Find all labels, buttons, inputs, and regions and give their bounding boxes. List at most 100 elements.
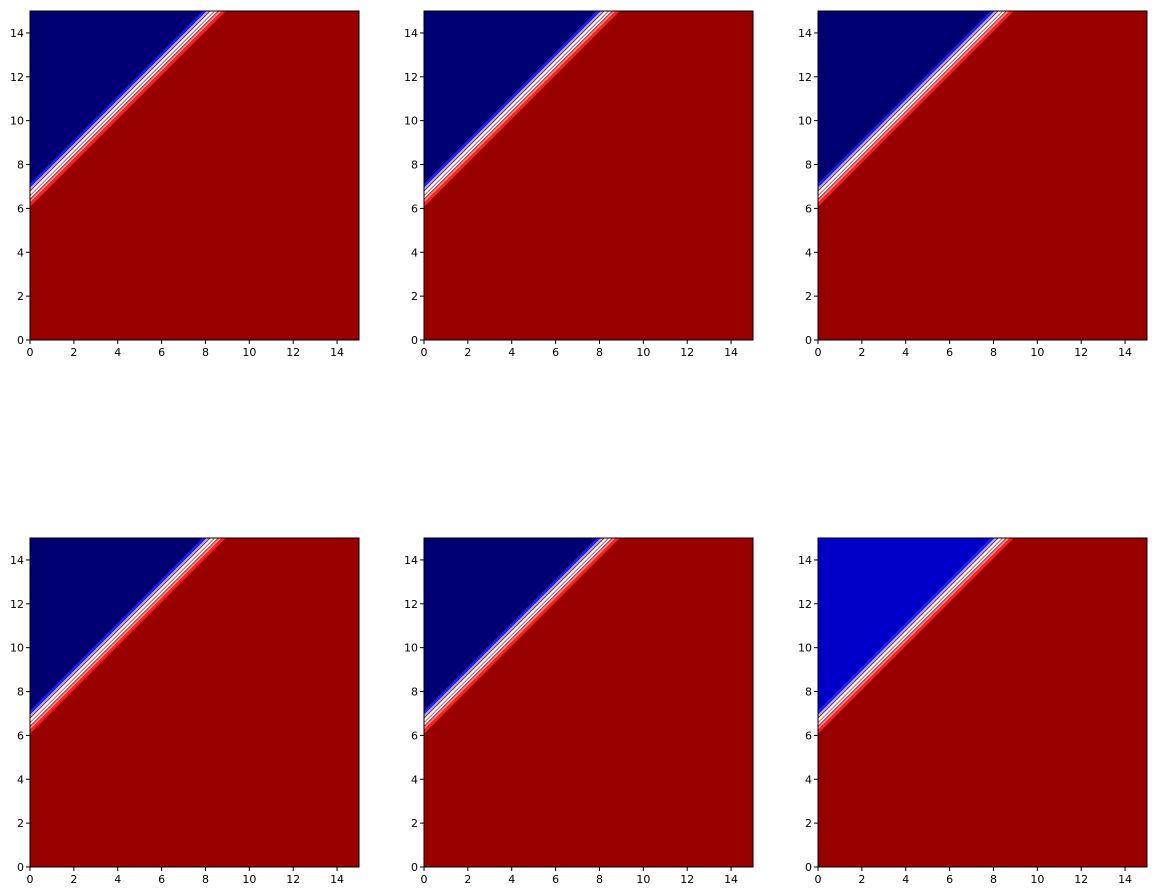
boundary-band-4: [424, 11, 612, 199]
chart-panel-6: 0 2 4 6 8 10 12 14 0 2 4 6 8 10 12 14: [798, 537, 1148, 886]
boundary-band-5: [818, 538, 1010, 730]
y-tick-label: 6: [805, 729, 812, 742]
x-tick-label: 10: [1030, 346, 1044, 359]
x-tick-label: 0: [27, 346, 34, 359]
boundary-band-3: [818, 538, 1003, 722]
boundary-band-1: [424, 538, 600, 714]
y-tick-label: 0: [411, 861, 418, 874]
x-tick-label: 14: [1118, 346, 1132, 359]
y-tick-label: 10: [798, 642, 812, 655]
x-tick-label: 8: [202, 873, 209, 886]
boundary-band-5: [818, 11, 1010, 203]
y-tick-label: 0: [411, 334, 418, 347]
x-tick-label: 14: [724, 873, 738, 886]
chart-panel-5: 0 2 4 6 8 10 12 14 0 2 4 6 8 10 12 14: [404, 537, 754, 886]
boundary-band-3: [424, 11, 609, 195]
y-tick-label: 0: [17, 861, 24, 874]
x-tick-label: 14: [330, 346, 344, 359]
x-tick-label: 4: [114, 346, 121, 359]
y-tick-label: 4: [805, 246, 812, 259]
y-tick-label: 2: [17, 290, 24, 303]
x-tick-label: 0: [421, 873, 428, 886]
x-tick-label: 6: [946, 873, 953, 886]
x-tick-label: 4: [508, 873, 515, 886]
x-tick-label: 2: [70, 346, 77, 359]
y-tick-label: 8: [805, 159, 812, 172]
x-tick-label: 10: [636, 346, 650, 359]
boundary-band-2: [818, 538, 998, 717]
x-tick-label: 14: [1118, 873, 1132, 886]
y-tick-label: 0: [805, 334, 812, 347]
boundary-band-4: [818, 11, 1006, 199]
x-tick-label: 10: [636, 873, 650, 886]
boundary-band-1: [818, 11, 994, 187]
y-tick-label: 8: [17, 686, 24, 699]
x-tick-label: 8: [990, 873, 997, 886]
x-tick-label: 4: [902, 873, 909, 886]
y-tick-label: 6: [411, 202, 418, 215]
x-tick-label: 2: [858, 873, 865, 886]
x-tick-label: 6: [946, 346, 953, 359]
y-tick-label: 10: [10, 115, 24, 128]
y-tick-label: 4: [17, 246, 24, 259]
y-tick-label: 12: [798, 71, 812, 84]
x-tick-label: 10: [1030, 873, 1044, 886]
boundary-band-1: [30, 538, 206, 714]
x-tick-label: 2: [464, 346, 471, 359]
y-tick-label: 12: [10, 598, 24, 611]
boundary-band-2: [424, 538, 604, 717]
y-tick-label: 14: [10, 27, 24, 40]
y-tick-label: 8: [805, 686, 812, 699]
boundary-band-4: [424, 538, 612, 726]
x-tick-label: 12: [1074, 873, 1088, 886]
y-tick-label: 2: [17, 817, 24, 830]
boundary-band-4: [30, 11, 218, 199]
x-tick-label: 2: [464, 873, 471, 886]
boundary-band-1: [818, 538, 994, 714]
boundary-band-6: [30, 538, 226, 733]
x-tick-label: 10: [242, 873, 256, 886]
y-tick-label: 6: [17, 729, 24, 742]
chart-panel-1: 0 2 4 6 8 10 12 14 0 2 4 6 8 10 12 14: [10, 10, 360, 359]
axes-frame: [29, 10, 360, 341]
x-tick-label: 6: [552, 346, 559, 359]
x-tick-label: 6: [158, 346, 165, 359]
y-tick-label: 6: [805, 202, 812, 215]
x-tick-label: 14: [724, 346, 738, 359]
boundary-band-2: [30, 538, 210, 717]
boundary-band-1: [30, 11, 206, 187]
y-tick-label: 0: [805, 861, 812, 874]
boundary-band-3: [30, 538, 215, 722]
boundary-band-5: [424, 538, 616, 730]
x-tick-label: 10: [242, 346, 256, 359]
boundary-band-5: [424, 11, 616, 203]
boundary-band-1: [424, 11, 600, 187]
boundary-band-5: [30, 11, 222, 203]
x-tick-label: 8: [990, 346, 997, 359]
x-tick-label: 8: [596, 346, 603, 359]
x-tick-label: 0: [27, 873, 34, 886]
y-tick-label: 2: [805, 817, 812, 830]
x-tick-label: 12: [1074, 346, 1088, 359]
axes-frame: [29, 537, 360, 868]
y-tick-label: 10: [404, 642, 418, 655]
boundary-band-5: [30, 538, 222, 730]
x-tick-label: 6: [552, 873, 559, 886]
y-tick-label: 12: [404, 71, 418, 84]
y-tick-label: 14: [404, 27, 418, 40]
y-tick-label: 8: [411, 159, 418, 172]
y-tick-label: 8: [411, 686, 418, 699]
y-tick-label: 14: [798, 554, 812, 567]
y-tick-label: 4: [17, 773, 24, 786]
axes-frame: [817, 537, 1148, 868]
boundary-band-6: [818, 538, 1014, 733]
x-tick-label: 0: [421, 346, 428, 359]
boundary-band-3: [30, 11, 215, 195]
x-tick-label: 4: [902, 346, 909, 359]
axes-frame: [423, 10, 754, 341]
x-tick-label: 12: [286, 873, 300, 886]
y-tick-label: 10: [404, 115, 418, 128]
x-tick-label: 2: [70, 873, 77, 886]
boundary-band-6: [818, 11, 1014, 206]
